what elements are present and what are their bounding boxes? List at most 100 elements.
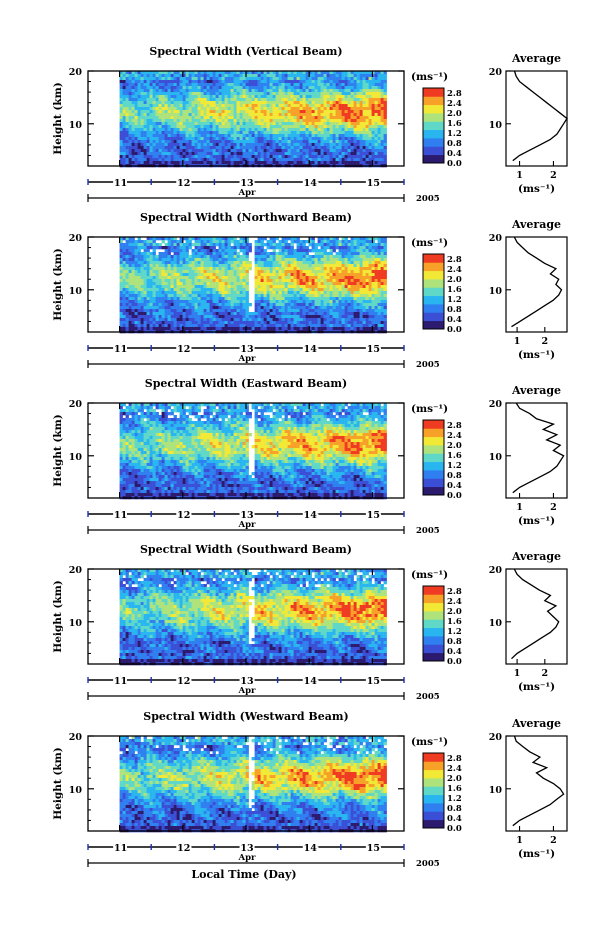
heatmap-cell xyxy=(119,98,123,102)
heatmap-cell xyxy=(182,288,186,292)
heatmap-cell xyxy=(281,101,285,105)
heatmap-cell xyxy=(179,315,183,319)
heatmap-cell xyxy=(218,125,222,129)
heatmap-cell xyxy=(278,146,282,150)
heatmap-cell xyxy=(374,83,378,87)
colorbar-unit: (ms⁻¹) xyxy=(411,71,448,83)
heatmap-cell xyxy=(125,300,129,304)
heatmap-cell xyxy=(206,306,210,310)
heatmap-cell xyxy=(149,324,153,328)
heatmap-cell xyxy=(197,125,201,129)
heatmap-cell xyxy=(143,122,147,126)
heatmap-cell xyxy=(215,101,219,105)
heatmap-cell xyxy=(206,131,210,135)
heatmap-cell xyxy=(182,246,186,250)
heatmap-cell xyxy=(176,149,180,153)
heatmap-cell xyxy=(320,246,324,250)
heatmap-cell xyxy=(341,137,345,141)
heatmap-cell xyxy=(125,318,129,322)
heatmap-cell xyxy=(182,264,186,268)
heatmap-cell xyxy=(269,303,273,307)
heatmap-cell xyxy=(317,285,321,289)
heatmap-cell xyxy=(173,327,177,331)
heatmap-cell xyxy=(254,92,258,96)
heatmap-cell xyxy=(128,155,132,159)
heatmap-cell xyxy=(143,137,147,141)
heatmap-cell xyxy=(158,303,162,307)
heatmap-cell xyxy=(131,77,135,81)
average-frame xyxy=(505,70,568,167)
heatmap-cell xyxy=(347,107,351,111)
heatmap-cell xyxy=(182,149,186,153)
heatmap-cell xyxy=(248,140,252,144)
heatmap-cell xyxy=(245,327,249,331)
heatmap-cell xyxy=(182,140,186,144)
heatmap-cell xyxy=(251,324,255,328)
heatmap-cell xyxy=(263,318,267,322)
heatmap-cell xyxy=(254,312,258,316)
heatmap-cell xyxy=(266,279,270,283)
heatmap-cell xyxy=(251,134,255,138)
heatmap-cell xyxy=(254,285,258,289)
heatmap-cell xyxy=(197,294,201,298)
heatmap-cell xyxy=(278,288,282,292)
heatmap-cell xyxy=(299,116,303,120)
heatmap-cell xyxy=(269,134,273,138)
heatmap-cell xyxy=(296,303,300,307)
heatmap-cell xyxy=(140,324,144,328)
heatmap-cell xyxy=(170,89,174,93)
heatmap-cell xyxy=(284,95,288,99)
avg-y-tick-label: 10 xyxy=(489,120,503,131)
heatmap-cell xyxy=(212,237,216,241)
heatmap-cell xyxy=(341,83,345,87)
heatmap-cell xyxy=(173,134,177,138)
heatmap-cell xyxy=(227,158,231,162)
heatmap-cell xyxy=(293,74,297,78)
heatmap-cell xyxy=(266,264,270,268)
heatmap-cell xyxy=(215,327,219,331)
heatmap-cell xyxy=(236,306,240,310)
heatmap-cell xyxy=(350,122,354,126)
heatmap-cell xyxy=(164,134,168,138)
heatmap-cell xyxy=(320,255,324,259)
heatmap-cell xyxy=(215,122,219,126)
heatmap-cell xyxy=(365,140,369,144)
heatmap-cell xyxy=(356,89,360,93)
heatmap-cell xyxy=(365,119,369,123)
heatmap-cell xyxy=(155,101,159,105)
heatmap-cell xyxy=(221,252,225,256)
heatmap-cell xyxy=(203,324,207,328)
heatmap-cell xyxy=(194,80,198,84)
heatmap-cell xyxy=(194,306,198,310)
heatmap-cell xyxy=(293,297,297,301)
heatmap-cell xyxy=(185,152,189,156)
heatmap-cell xyxy=(167,321,171,325)
heatmap-cell xyxy=(251,158,255,162)
heatmap-cell xyxy=(212,249,216,253)
heatmap-cell xyxy=(371,83,375,87)
heatmap-cell xyxy=(278,86,282,90)
heatmap-cell xyxy=(320,98,324,102)
heatmap-cell xyxy=(218,312,222,316)
heatmap-cell xyxy=(119,113,123,117)
heatmap-cell xyxy=(146,318,150,322)
x-tick-label: 12 xyxy=(177,178,190,189)
heatmap-cell xyxy=(236,246,240,250)
heatmap-cell xyxy=(164,152,168,156)
heatmap-cell xyxy=(122,101,126,105)
heatmap-cell xyxy=(281,276,285,280)
heatmap-cell xyxy=(236,255,240,259)
heatmap-cell xyxy=(245,80,249,84)
heatmap-cell xyxy=(302,152,306,156)
heatmap-cell xyxy=(191,258,195,262)
heatmap-cell xyxy=(317,71,321,75)
heatmap-cell xyxy=(254,95,258,99)
heatmap-cell xyxy=(287,116,291,120)
heatmap-cell xyxy=(212,282,216,286)
heatmap-cell xyxy=(308,74,312,78)
heatmap-cell xyxy=(200,279,204,283)
heatmap-cell xyxy=(200,270,204,274)
heatmap-cell xyxy=(152,137,156,141)
heatmap-cell xyxy=(179,321,183,325)
heatmap-cell xyxy=(140,125,144,129)
